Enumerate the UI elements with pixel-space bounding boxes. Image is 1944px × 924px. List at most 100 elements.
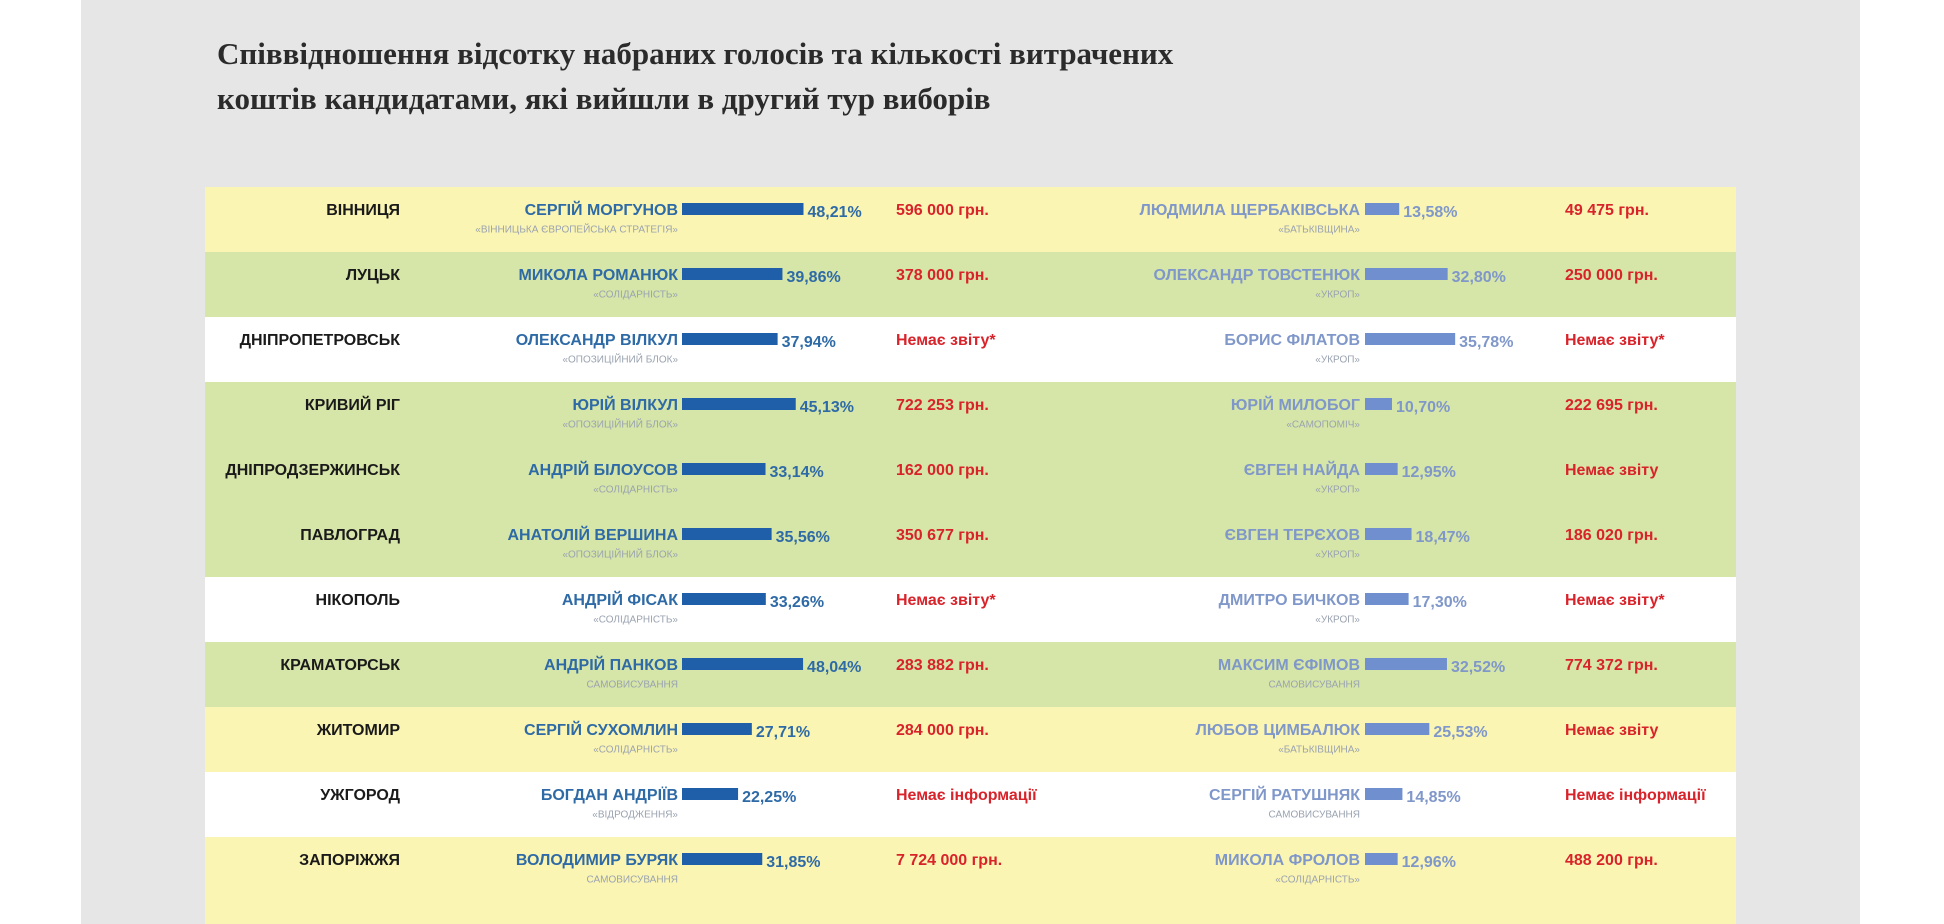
row-band-partial [205, 902, 1736, 924]
city: УЖГОРОД [320, 787, 400, 804]
vote-pct: 12,95% [1402, 464, 1456, 481]
candidate-name: ЄВГЕН НАЙДА [1244, 460, 1361, 479]
row-band [205, 707, 1736, 772]
vote-pct: 48,04% [807, 659, 861, 676]
vote-pct: 17,30% [1413, 594, 1467, 611]
vote-pct: 32,80% [1452, 269, 1506, 286]
vote-bar [1365, 398, 1392, 410]
candidate-name: МИКОЛА ФРОЛОВ [1215, 852, 1360, 869]
vote-pct: 22,25% [742, 789, 796, 806]
party: «СОЛІДАРНІСТЬ» [593, 745, 678, 756]
party: «УКРОП» [1315, 485, 1360, 496]
party: «СОЛІДАРНІСТЬ» [593, 485, 678, 496]
candidate-name: ЛЮДМИЛА ЩЕРБАКІВСЬКА [1140, 202, 1361, 219]
vote-pct: 27,71% [756, 724, 810, 741]
city: ПАВЛОГРАД [300, 527, 400, 544]
spending: 350 677 грн. [896, 527, 989, 544]
spending: 250 000 грн. [1565, 267, 1658, 284]
vote-bar [682, 463, 766, 475]
city: КРАМАТОРСЬК [280, 657, 400, 674]
spending: 7 724 000 грн. [896, 852, 1002, 869]
spending: 284 000 грн. [896, 722, 989, 739]
vote-pct: 33,26% [770, 594, 824, 611]
spending: 774 372 грн. [1565, 657, 1658, 674]
candidate-name: ЮРІЙ МИЛОБОГ [1231, 395, 1360, 414]
spending: 283 882 грн. [896, 657, 989, 674]
spending: Немає звіту* [896, 332, 996, 349]
party: САМОВИСУВАННЯ [586, 680, 678, 691]
candidate-name: АНАТОЛІЙ ВЕРШИНА [508, 525, 679, 544]
vote-bar [1365, 593, 1409, 605]
vote-bar [682, 853, 763, 865]
vote-bar [1365, 203, 1400, 215]
vote-pct: 48,21% [807, 204, 861, 221]
row-band [205, 382, 1736, 447]
party: «УКРОП» [1315, 615, 1360, 626]
party: «ОПОЗИЦІЙНИЙ БЛОК» [562, 548, 678, 561]
candidate-name: СЕРГІЙ РАТУШНЯК [1209, 785, 1360, 804]
candidate-name: БОРИС ФІЛАТОВ [1224, 332, 1360, 349]
city: ВІННИЦЯ [326, 202, 400, 219]
party: САМОВИСУВАННЯ [1268, 810, 1360, 821]
candidate-name: СЕРГІЙ СУХОМЛИН [524, 720, 678, 739]
city: ЗАПОРІЖЖЯ [299, 852, 400, 869]
party: «БАТЬКІВЩИНА» [1278, 745, 1360, 756]
spending: Немає звіту* [1565, 332, 1665, 349]
row-band [205, 577, 1736, 642]
candidate-name: ЄВГЕН ТЕРЄХОВ [1225, 527, 1360, 544]
spending: Немає звіту* [896, 592, 996, 609]
candidate-name: ЮРІЙ ВІЛКУЛ [572, 395, 678, 414]
vote-bar [1365, 528, 1412, 540]
vote-bar [1365, 853, 1398, 865]
vote-pct: 33,14% [770, 464, 824, 481]
row-band [205, 512, 1736, 577]
vote-pct: 39,86% [786, 269, 840, 286]
spending: 378 000 грн. [896, 267, 989, 284]
candidate-name: АНДРІЙ БІЛОУСОВ [528, 460, 678, 479]
party: «ОПОЗИЦІЙНИЙ БЛОК» [562, 353, 678, 366]
spending: 596 000 грн. [896, 202, 989, 219]
vote-bar [1365, 268, 1448, 280]
candidate-name: АНДРІЙ ПАНКОВ [544, 655, 678, 674]
row-band [205, 187, 1736, 252]
city: ДНІПРОДЗЕРЖИНСЬК [225, 462, 400, 479]
party: «ВІННИЦЬКА ЄВРОПЕЙСЬКА СТРАТЕГІЯ» [475, 223, 678, 236]
party: «СОЛІДАРНІСТЬ» [1275, 875, 1360, 886]
vote-bar [682, 398, 796, 410]
vote-pct: 10,70% [1396, 399, 1450, 416]
city: ЖИТОМИР [316, 722, 401, 739]
spending: 162 000 грн. [896, 462, 989, 479]
vote-pct: 12,96% [1402, 854, 1456, 871]
spending: 49 475 грн. [1565, 202, 1649, 219]
spending: 722 253 грн. [896, 397, 989, 414]
candidate-name: ВОЛОДИМИР БУРЯК [516, 852, 678, 869]
party: «ОПОЗИЦІЙНИЙ БЛОК» [562, 418, 678, 431]
spending: 186 020 грн. [1565, 527, 1658, 544]
party: «СОЛІДАРНІСТЬ» [593, 615, 678, 626]
party: «СОЛІДАРНІСТЬ» [593, 290, 678, 301]
spending: 488 200 грн. [1565, 852, 1658, 869]
vote-pct: 35,78% [1459, 334, 1513, 351]
subtitle: коштів кандидатами, які вийшли в другий … [217, 81, 991, 116]
vote-bar [682, 203, 804, 215]
vote-bar [1365, 463, 1398, 475]
vote-bar [682, 268, 783, 280]
vote-pct: 13,58% [1403, 204, 1457, 221]
candidate-name: ДМИТРО БИЧКОВ [1219, 592, 1360, 609]
vote-pct: 35,56% [776, 529, 830, 546]
candidate-name: ОЛЕКСАНДР ВІЛКУЛ [516, 332, 678, 349]
row-band [205, 447, 1736, 512]
row-band [205, 642, 1736, 707]
subtitle: Співвідношення відсотку набраних голосів… [217, 36, 1174, 71]
candidate-name: МИКОЛА РОМАНЮК [519, 267, 679, 284]
city: ЛУЦЬК [346, 267, 400, 284]
vote-bar [682, 593, 766, 605]
party: «УКРОП» [1315, 550, 1360, 561]
row-band [205, 317, 1736, 382]
candidate-name: МАКСИМ ЄФІМОВ [1218, 657, 1360, 674]
candidate-name: ОЛЕКСАНДР ТОВСТЕНЮК [1154, 267, 1361, 284]
spending: 222 695 грн. [1565, 397, 1658, 414]
party: «ВІДРОДЖЕННЯ» [592, 810, 678, 821]
party: САМОВИСУВАННЯ [586, 875, 678, 886]
